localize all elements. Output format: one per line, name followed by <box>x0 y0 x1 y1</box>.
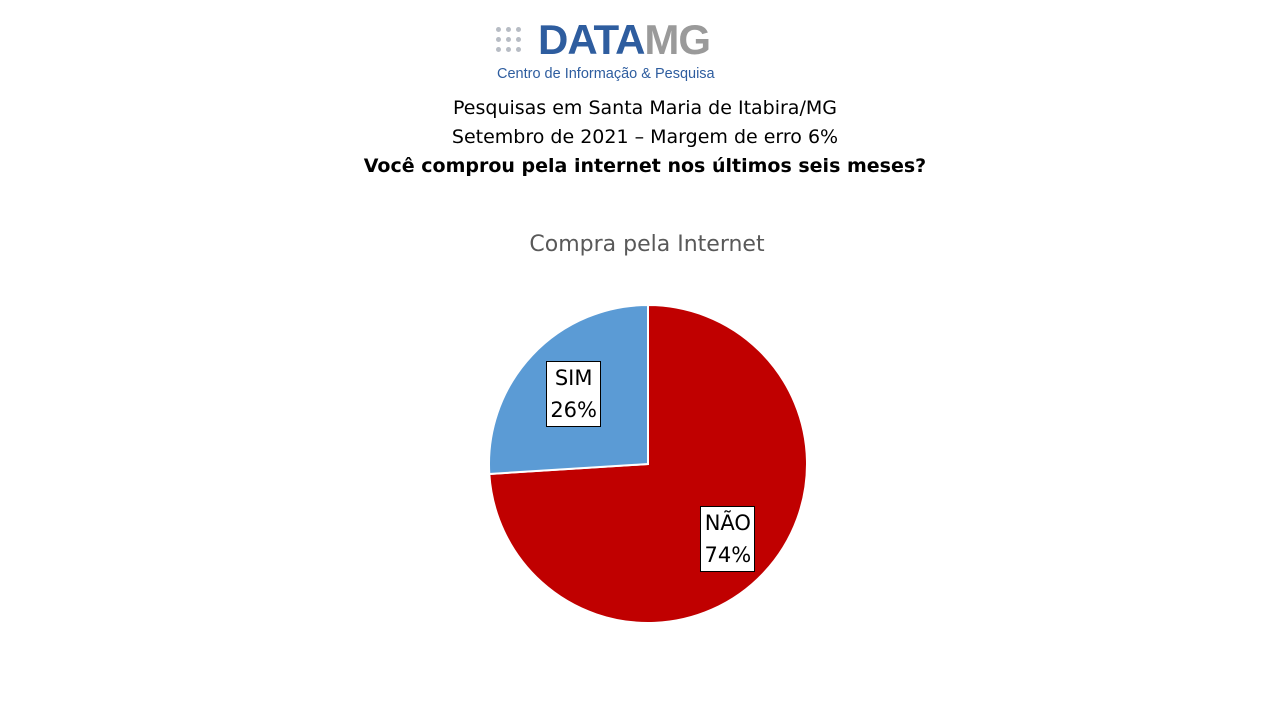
data-label-nao: NÃO 74% <box>700 506 756 573</box>
chart-title: Compra pela Internet <box>529 232 765 257</box>
data-label-category: SIM <box>554 366 593 391</box>
logo-word-mg: MG <box>644 16 711 63</box>
logo-word-data: DATA <box>538 16 645 63</box>
logo-subtitle: Centro de Informação & Pesquisa <box>497 66 715 82</box>
survey-date-margin: Setembro de 2021 – Margem de erro 6% <box>451 126 839 148</box>
data-label-category: NÃO <box>704 511 751 536</box>
data-label-sim: SIM 26% <box>546 361 601 428</box>
survey-header: Pesquisas em Santa Maria de Itabira/MG S… <box>0 94 1280 181</box>
logo-dots-icon <box>496 27 532 57</box>
survey-question: Você comprou pela internet nos últimos s… <box>363 155 927 177</box>
pie-slices <box>488 303 808 624</box>
survey-location: Pesquisas em Santa Maria de Itabira/MG <box>453 97 837 119</box>
data-label-percent: 74% <box>704 543 752 568</box>
datamg-logo: DATAMG Centro de Informação & Pesquisa <box>496 18 766 86</box>
logo-wordmark: DATAMG <box>538 16 711 63</box>
data-label-percent: 26% <box>550 398 597 423</box>
